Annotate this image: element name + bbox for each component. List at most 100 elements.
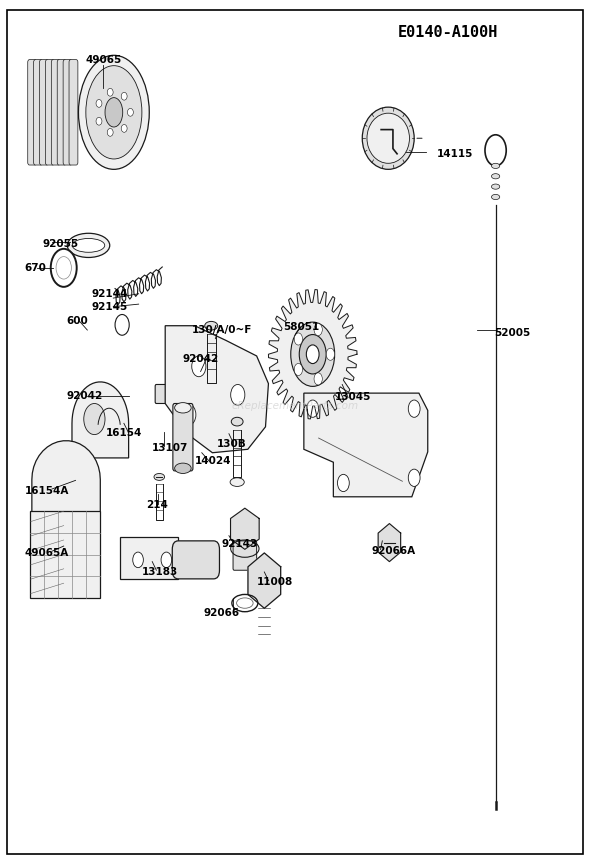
Text: eReplacementParts.com: eReplacementParts.com (231, 401, 359, 411)
Ellipse shape (67, 233, 110, 257)
Text: 52005: 52005 (494, 327, 530, 338)
Text: 130/A/0~F: 130/A/0~F (192, 325, 252, 335)
Text: 13045: 13045 (335, 392, 372, 403)
Circle shape (408, 469, 420, 486)
Polygon shape (378, 524, 401, 562)
Ellipse shape (230, 478, 244, 486)
Ellipse shape (96, 118, 102, 125)
Text: 130B: 130B (217, 439, 247, 449)
Circle shape (326, 348, 335, 360)
Ellipse shape (196, 391, 205, 397)
Ellipse shape (105, 98, 123, 127)
Ellipse shape (175, 463, 191, 473)
Text: 92042: 92042 (66, 391, 102, 401)
Circle shape (294, 364, 303, 376)
Circle shape (408, 400, 420, 417)
Ellipse shape (491, 184, 500, 189)
Polygon shape (304, 393, 428, 497)
Ellipse shape (362, 107, 414, 169)
Text: 600: 600 (66, 316, 88, 327)
Ellipse shape (491, 194, 500, 200)
Text: 92066: 92066 (203, 608, 240, 619)
Polygon shape (268, 289, 357, 419)
Ellipse shape (177, 384, 183, 399)
Text: 92042: 92042 (183, 353, 219, 364)
Text: 92055: 92055 (42, 238, 78, 249)
Circle shape (161, 552, 172, 568)
Circle shape (84, 403, 105, 435)
Text: 49065A: 49065A (25, 548, 69, 558)
Circle shape (192, 356, 206, 377)
FancyBboxPatch shape (28, 60, 37, 165)
Circle shape (291, 322, 335, 386)
Ellipse shape (107, 129, 113, 137)
Ellipse shape (491, 163, 500, 168)
Text: 14024: 14024 (195, 456, 231, 467)
Ellipse shape (237, 598, 253, 608)
Text: 16154A: 16154A (25, 486, 69, 496)
Text: 13183: 13183 (142, 567, 178, 577)
Text: 92143: 92143 (221, 539, 257, 550)
Text: 670: 670 (25, 263, 47, 273)
Text: 13107: 13107 (152, 442, 189, 453)
Polygon shape (72, 382, 129, 458)
Circle shape (51, 249, 77, 287)
FancyBboxPatch shape (40, 60, 48, 165)
FancyBboxPatch shape (45, 60, 54, 165)
Ellipse shape (231, 417, 243, 426)
FancyBboxPatch shape (195, 358, 206, 396)
FancyBboxPatch shape (57, 60, 66, 165)
Circle shape (314, 323, 322, 335)
FancyBboxPatch shape (173, 403, 193, 471)
Text: 16154: 16154 (106, 428, 143, 438)
Ellipse shape (175, 403, 191, 413)
Text: E0140-A100H: E0140-A100H (398, 25, 499, 41)
Text: 58051: 58051 (283, 321, 319, 332)
Ellipse shape (121, 124, 127, 132)
Text: 92144: 92144 (91, 289, 128, 299)
Ellipse shape (491, 174, 500, 179)
Circle shape (231, 384, 245, 405)
Ellipse shape (96, 99, 102, 107)
Text: 214: 214 (146, 500, 168, 511)
Polygon shape (231, 508, 259, 550)
FancyBboxPatch shape (63, 60, 72, 165)
Circle shape (314, 373, 322, 385)
FancyBboxPatch shape (155, 384, 181, 403)
Circle shape (115, 314, 129, 335)
Ellipse shape (73, 238, 105, 252)
Polygon shape (165, 326, 268, 453)
Text: 92066A: 92066A (372, 546, 416, 556)
FancyBboxPatch shape (34, 60, 42, 165)
Bar (120, 537, 178, 579)
Ellipse shape (78, 55, 149, 169)
Circle shape (133, 552, 143, 568)
Ellipse shape (196, 356, 205, 363)
Circle shape (306, 345, 319, 364)
FancyBboxPatch shape (51, 60, 60, 165)
Text: 49065: 49065 (85, 55, 122, 66)
Polygon shape (248, 553, 281, 608)
Bar (30, 511, 100, 598)
Ellipse shape (86, 66, 142, 159)
Ellipse shape (232, 594, 258, 612)
Circle shape (56, 257, 71, 279)
Ellipse shape (205, 321, 218, 330)
Ellipse shape (127, 109, 133, 117)
Circle shape (299, 334, 326, 374)
Ellipse shape (107, 88, 113, 96)
Circle shape (307, 400, 319, 417)
Text: 92145: 92145 (91, 302, 127, 312)
Text: 14115: 14115 (437, 149, 473, 159)
Circle shape (294, 333, 303, 345)
Ellipse shape (367, 113, 409, 163)
Circle shape (337, 474, 349, 492)
Circle shape (182, 404, 196, 425)
FancyBboxPatch shape (172, 541, 219, 579)
Polygon shape (32, 441, 100, 512)
FancyBboxPatch shape (233, 541, 257, 570)
Ellipse shape (154, 473, 165, 480)
FancyBboxPatch shape (69, 60, 78, 165)
Ellipse shape (121, 92, 127, 100)
Text: 11008: 11008 (257, 577, 293, 588)
